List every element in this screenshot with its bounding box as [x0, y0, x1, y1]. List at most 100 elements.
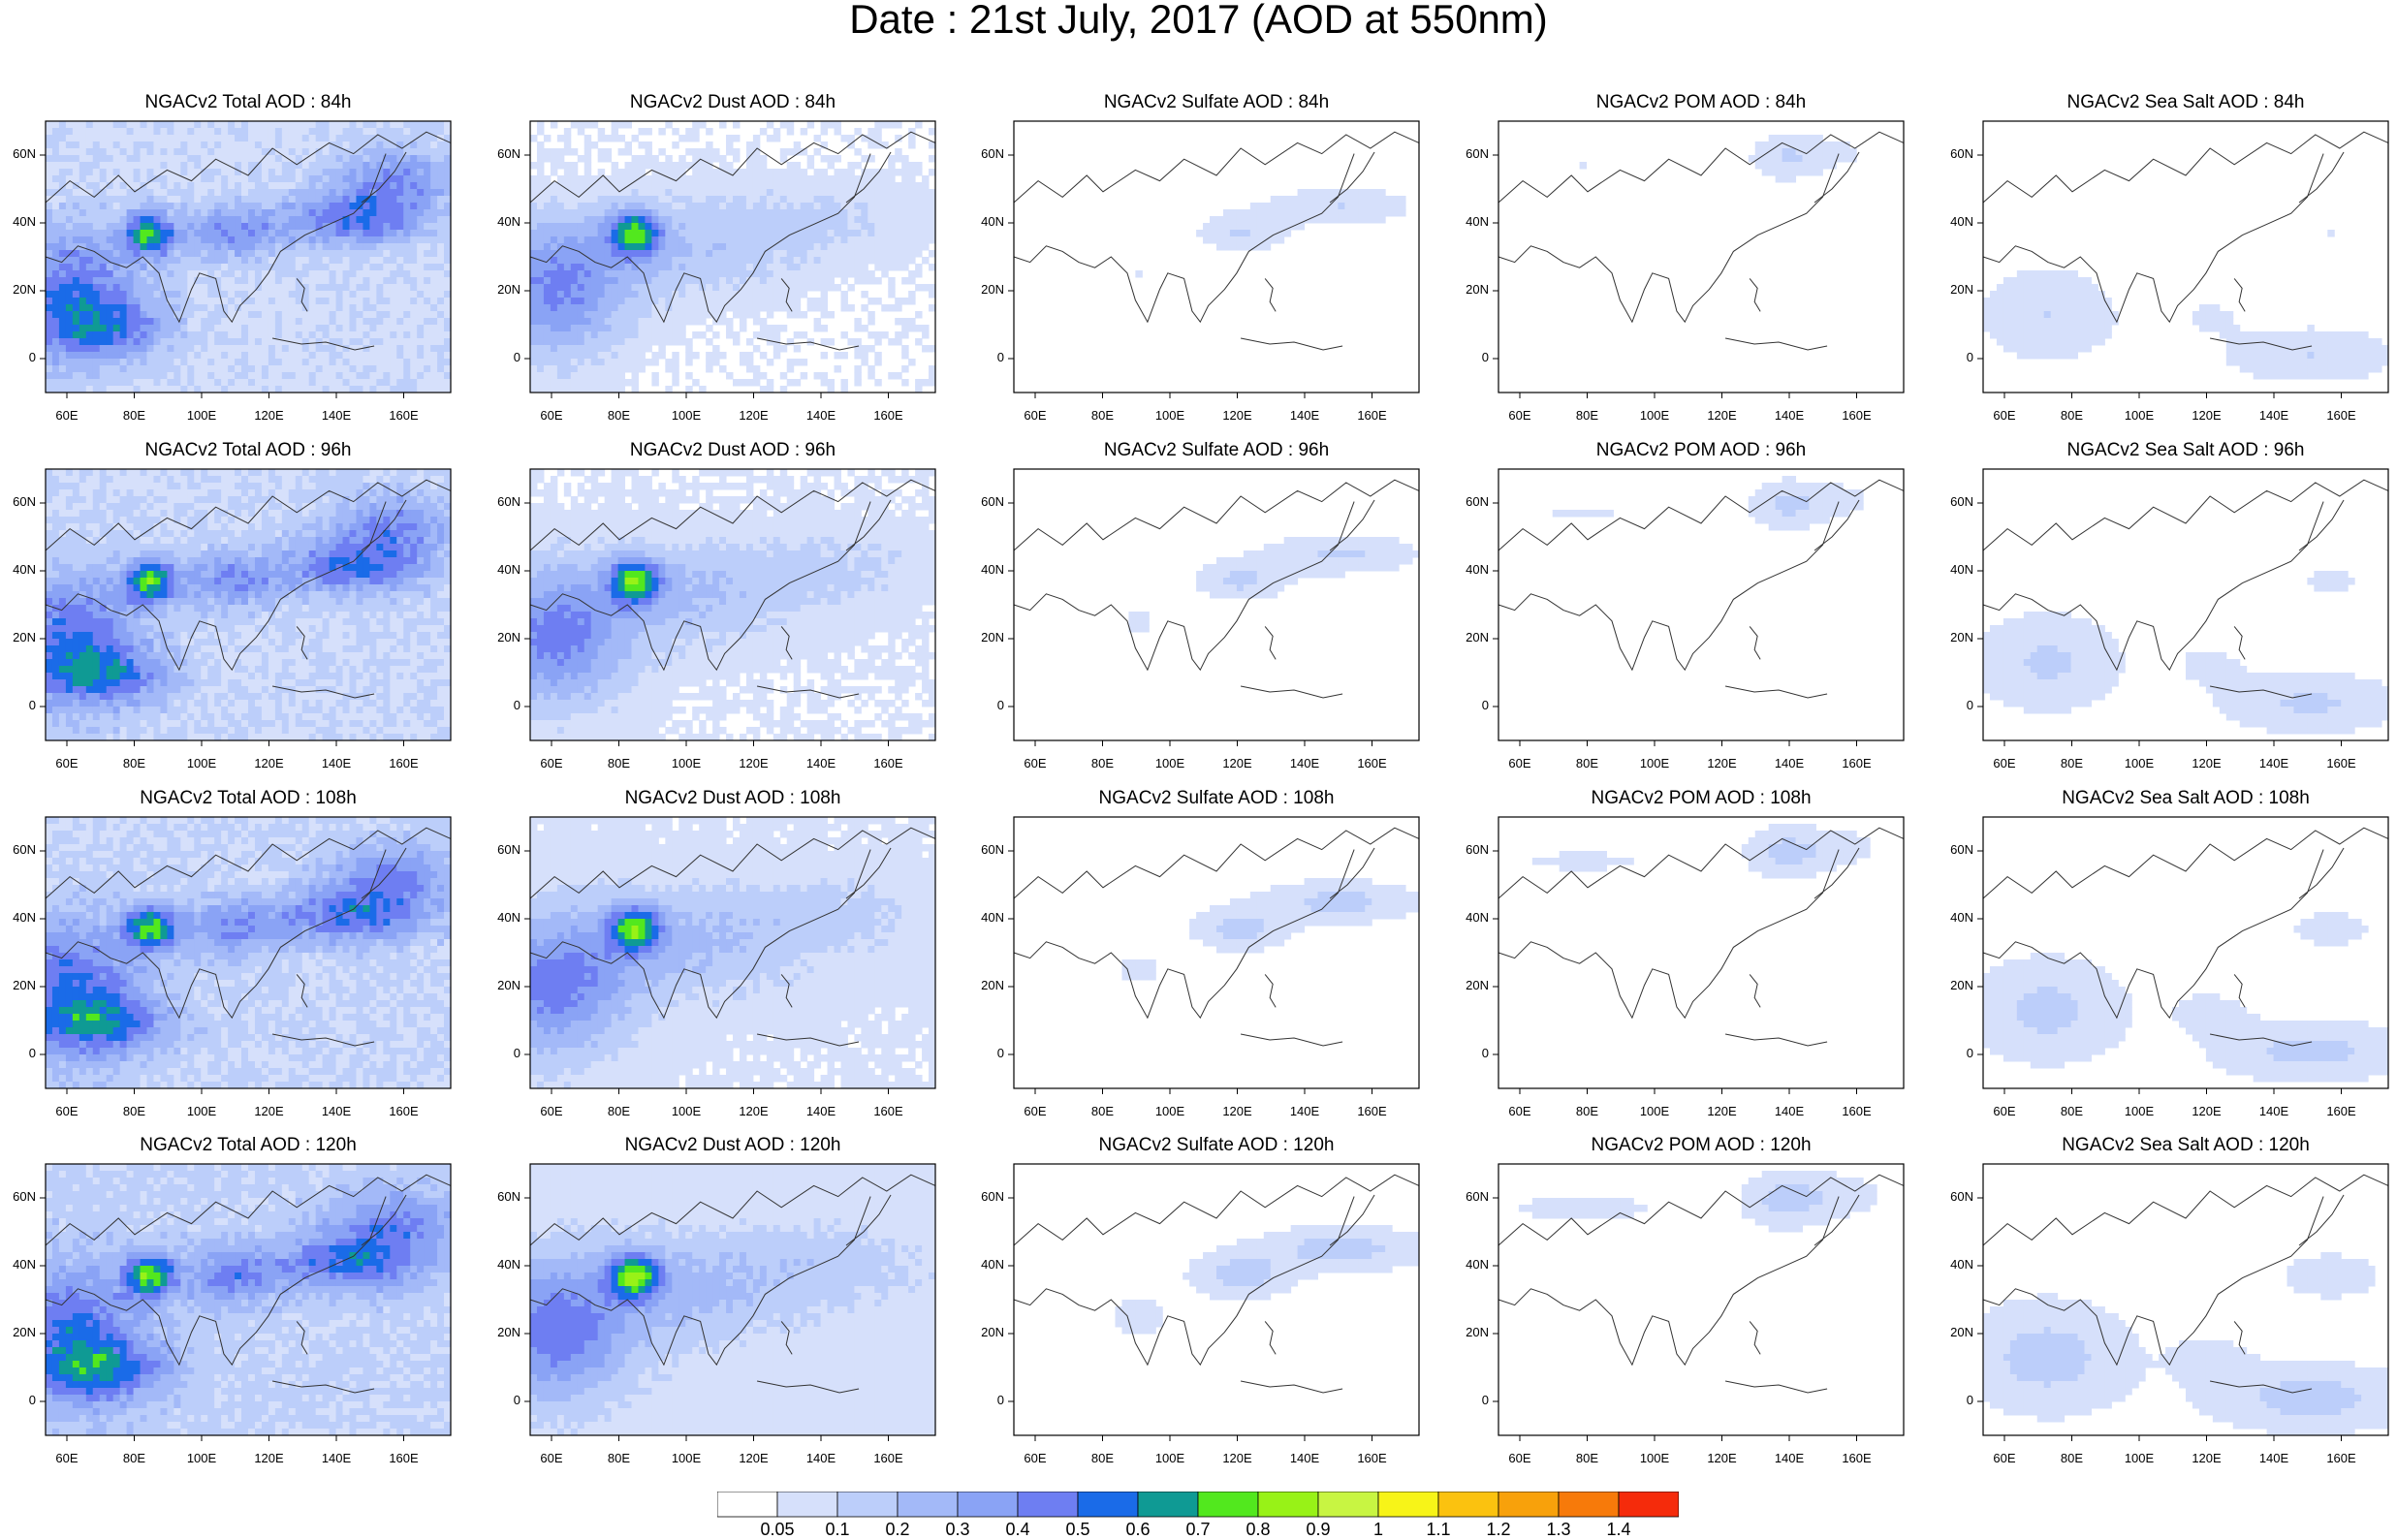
lat-tick-label: 60N	[1935, 494, 1973, 509]
aod-map	[530, 469, 935, 740]
colorbar-label: 0.6	[1109, 1520, 1167, 1540]
lon-tick-label: 140E	[1765, 408, 1814, 423]
lat-tick-label: 20N	[482, 630, 520, 644]
colorbar-swatch	[1078, 1492, 1138, 1517]
coastline	[1265, 626, 1276, 659]
lat-tick-label: 0	[965, 350, 1004, 364]
lat-tick-label: 60N	[1450, 146, 1489, 161]
lon-tick-label: 140E	[2250, 408, 2298, 423]
lon-tick-label: 160E	[380, 1104, 428, 1118]
lat-tick-label: 40N	[0, 1257, 36, 1272]
lon-tick-label: 140E	[1280, 1104, 1329, 1118]
lon-tick-label: 120E	[730, 1104, 778, 1118]
aod-map	[1014, 469, 1419, 740]
aod-map	[1983, 469, 2388, 740]
coastline	[1014, 850, 1354, 1019]
coastline	[1014, 154, 1354, 323]
colorbar-swatch	[898, 1492, 958, 1517]
lon-tick-label: 100E	[1146, 408, 1194, 423]
panel-title: NGACv2 Sulfate AOD : 120h	[1014, 1135, 1419, 1156]
lon-tick-label: 160E	[865, 408, 913, 423]
lon-tick-label: 140E	[1280, 1451, 1329, 1465]
lat-tick-label: 20N	[482, 1325, 520, 1339]
lat-tick-label: 60N	[482, 146, 520, 161]
lon-tick-label: 60E	[43, 1104, 91, 1118]
aod-map	[1498, 1164, 1904, 1435]
colorbar-label: 1.2	[1469, 1520, 1528, 1540]
panel-title: NGACv2 Total AOD : 108h	[46, 788, 451, 809]
lon-tick-label: 80E	[595, 408, 644, 423]
aod-map	[46, 817, 451, 1088]
colorbar-swatch	[777, 1492, 837, 1517]
lon-tick-label: 100E	[1146, 1451, 1194, 1465]
panel-title: NGACv2 Sulfate AOD : 108h	[1014, 788, 1419, 809]
lat-tick-label: 0	[0, 350, 36, 364]
lat-tick-label: 20N	[0, 282, 36, 297]
lat-tick-label: 40N	[482, 1257, 520, 1272]
panel-title: NGACv2 Dust AOD : 84h	[530, 92, 935, 113]
lon-tick-label: 100E	[1146, 1104, 1194, 1118]
lat-tick-label: 0	[0, 1046, 36, 1060]
lon-tick-label: 60E	[1496, 1451, 1544, 1465]
lon-tick-label: 140E	[1765, 1451, 1814, 1465]
coastline	[1750, 278, 1760, 311]
lon-tick-label: 100E	[177, 408, 226, 423]
lon-tick-label: 80E	[1563, 1451, 1612, 1465]
lon-tick-label: 60E	[43, 408, 91, 423]
lat-tick-label: 0	[0, 1393, 36, 1407]
lat-tick-label: 60N	[482, 1189, 520, 1204]
coastline	[1241, 686, 1342, 698]
lon-tick-label: 140E	[312, 408, 361, 423]
map-frame	[1014, 121, 1419, 393]
coastline	[1014, 1197, 1354, 1366]
colorbar-swatch	[1438, 1492, 1498, 1517]
coastline	[1725, 1381, 1827, 1393]
lat-tick-label: 60N	[0, 146, 36, 161]
lon-tick-label: 100E	[1630, 756, 1679, 770]
coastline	[1241, 338, 1342, 350]
lat-tick-label: 60N	[965, 494, 1004, 509]
lat-tick-label: 20N	[0, 1325, 36, 1339]
colorbar-label: 0.1	[808, 1520, 867, 1540]
lat-tick-label: 20N	[0, 630, 36, 644]
coastline	[1983, 480, 2388, 550]
lon-tick-label: 120E	[2183, 756, 2231, 770]
lon-tick-label: 60E	[1011, 408, 1059, 423]
lat-tick-label: 40N	[1935, 562, 1973, 577]
lon-tick-label: 160E	[865, 756, 913, 770]
lon-tick-label: 140E	[312, 1451, 361, 1465]
lon-tick-label: 120E	[1698, 1451, 1747, 1465]
lat-tick-label: 60N	[0, 494, 36, 509]
lat-tick-label: 0	[1450, 1393, 1489, 1407]
lon-tick-label: 60E	[1496, 756, 1544, 770]
colorbar-label: 0.3	[929, 1520, 987, 1540]
coastline	[1983, 132, 2388, 203]
colorbar-label: 0.8	[1229, 1520, 1287, 1540]
lat-tick-label: 40N	[0, 214, 36, 229]
colorbar-label: 0.4	[989, 1520, 1047, 1540]
lon-tick-label: 120E	[730, 1451, 778, 1465]
colorbar-swatch	[1018, 1492, 1078, 1517]
lat-tick-label: 0	[965, 698, 1004, 712]
lon-tick-label: 160E	[1833, 408, 1881, 423]
lat-tick-label: 20N	[965, 630, 1004, 644]
lon-tick-label: 140E	[1280, 408, 1329, 423]
lon-tick-label: 60E	[1011, 1104, 1059, 1118]
coastline	[1241, 1381, 1342, 1393]
panel-title: NGACv2 Dust AOD : 120h	[530, 1135, 935, 1156]
lon-tick-label: 140E	[1765, 756, 1814, 770]
colorbar-swatch	[1258, 1492, 1318, 1517]
panel-title: NGACv2 Dust AOD : 96h	[530, 440, 935, 461]
lon-tick-label: 160E	[1348, 408, 1397, 423]
lat-tick-label: 60N	[0, 1189, 36, 1204]
colorbar-label: 0.2	[868, 1520, 927, 1540]
lon-tick-label: 80E	[110, 408, 159, 423]
lon-tick-label: 80E	[2048, 756, 2097, 770]
